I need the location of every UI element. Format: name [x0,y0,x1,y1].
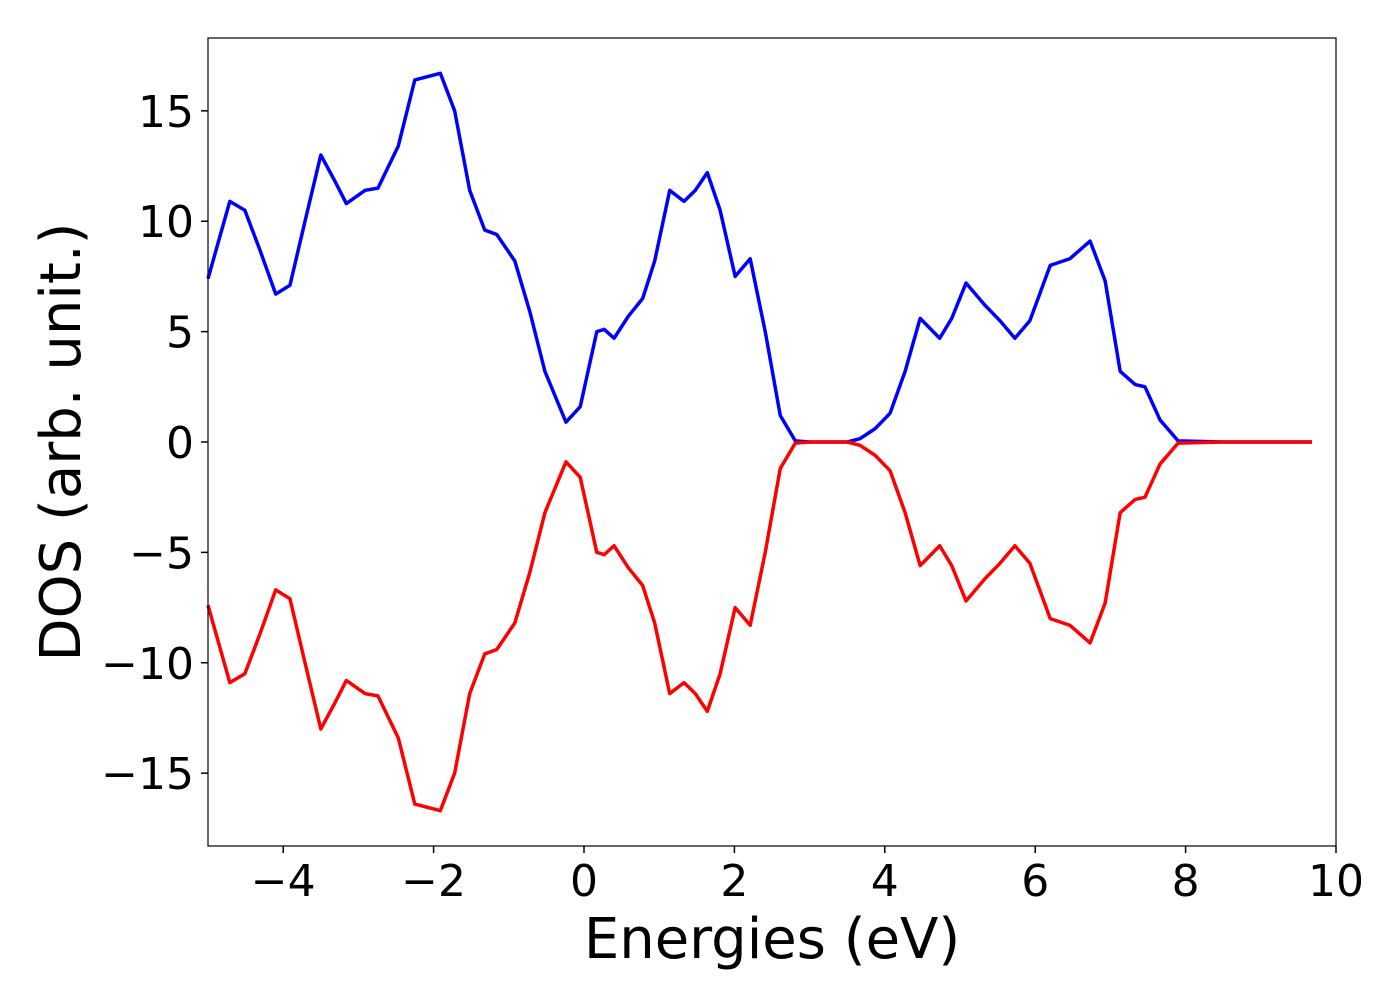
y-tick-label: 10 [138,197,194,248]
dos-line [206,440,1312,813]
dos-line [206,71,1312,444]
x-tick-label: 2 [720,856,748,907]
y-tick-label: −15 [101,749,194,800]
y-tick-label: −5 [129,528,194,579]
x-tick-label: 4 [871,856,899,907]
y-axis-label: DOS (arb. unit.) [29,222,94,661]
x-axis-label: Energies (eV) [584,907,960,972]
y-tick-label: −10 [101,639,194,690]
y-tick-label: 15 [138,87,194,138]
x-tick-label: −4 [251,856,316,907]
x-tick-label: 8 [1172,856,1200,907]
x-tick-label: −2 [401,856,466,907]
x-tick-label: 0 [570,856,598,907]
y-tick-label: 0 [166,418,194,469]
x-tick-label: 6 [1021,856,1049,907]
x-tick-label: 10 [1308,856,1364,907]
y-tick-label: 5 [166,308,194,359]
plot-frame [207,37,1337,847]
